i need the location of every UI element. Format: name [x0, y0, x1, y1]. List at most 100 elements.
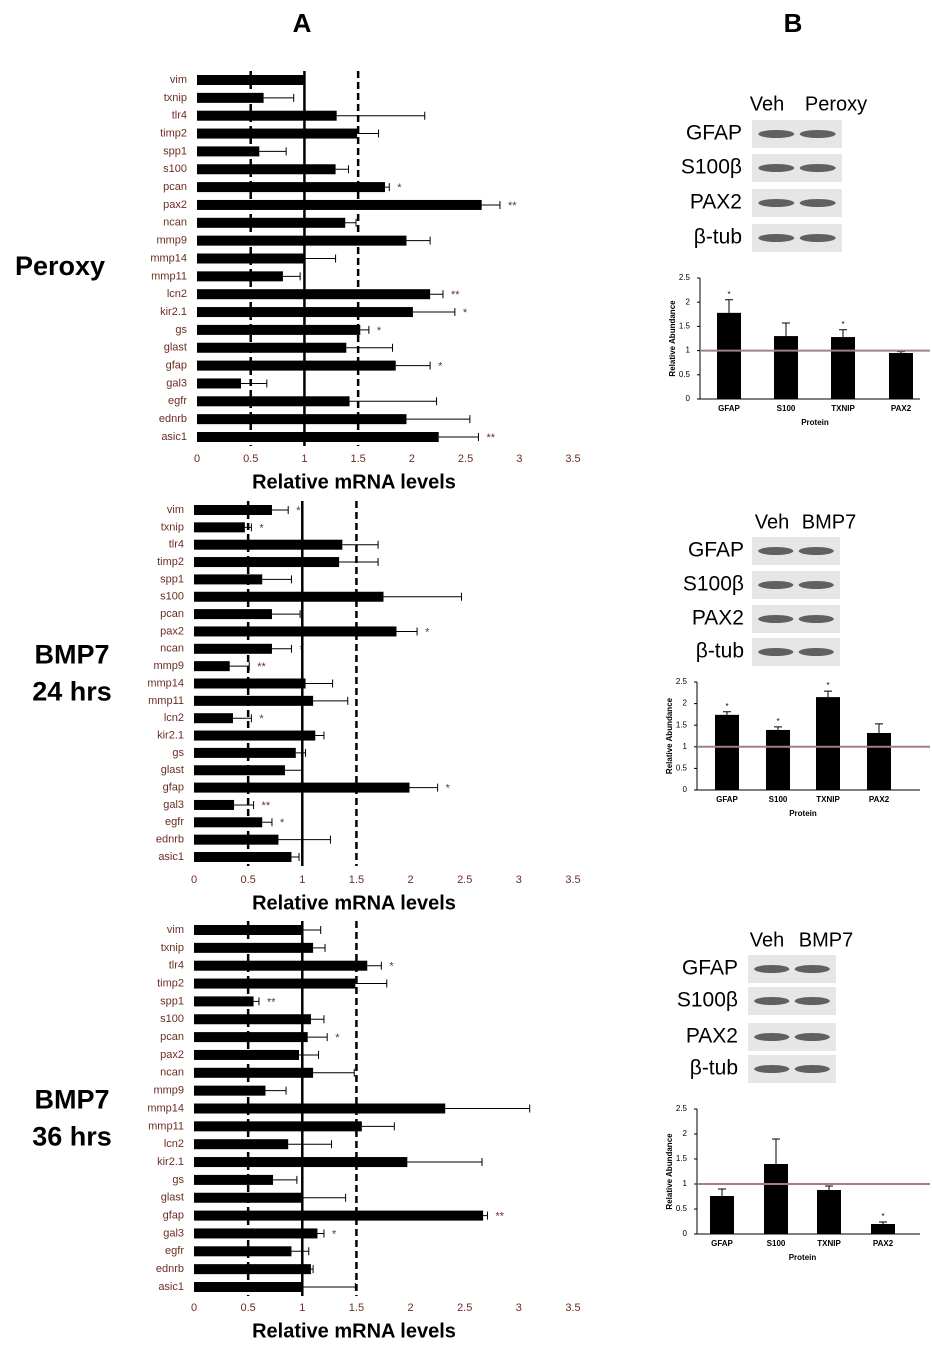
x-tick-label: 0.5: [240, 1302, 255, 1314]
y-tick-label: 1: [686, 346, 691, 355]
x-tick-label: 1: [299, 1302, 305, 1314]
bar: [194, 1157, 407, 1167]
bar: [194, 557, 339, 567]
significance: *: [826, 681, 829, 690]
x-tick-label: 3.5: [565, 874, 580, 886]
category-label: egfr: [165, 1245, 184, 1257]
bar: [197, 271, 283, 281]
category-label: gal3: [166, 377, 187, 389]
y-tick-label: 1.5: [676, 720, 688, 729]
category-label: asic1: [158, 851, 184, 863]
category-label: mmp9: [156, 235, 187, 247]
row-label: Peroxy: [15, 251, 105, 281]
blot-band: [754, 1033, 789, 1041]
category-label: asic1: [161, 431, 187, 443]
error-bar: [272, 506, 288, 514]
error-bar: [313, 944, 325, 952]
bar: [889, 353, 913, 399]
bar: [194, 1068, 313, 1078]
x-tick-label: 3: [516, 453, 522, 465]
blot-band: [795, 965, 830, 973]
category-label: ncan: [160, 643, 184, 655]
blot-band: [758, 164, 794, 172]
x-tick-label: S100: [777, 404, 796, 413]
error-bar: [273, 1176, 297, 1184]
category-label: spp1: [160, 573, 184, 585]
blot-band: [799, 648, 834, 656]
category-label: gfap: [163, 1210, 184, 1222]
blot-band: [800, 130, 836, 138]
error-bar: [272, 645, 291, 653]
bar: [831, 337, 855, 399]
x-axis-label: Protein: [789, 809, 817, 818]
bar: [194, 961, 367, 971]
significance: *: [259, 522, 264, 534]
blot-band: [800, 199, 836, 207]
category-label: mmp9: [153, 660, 184, 672]
lane-label: Veh: [750, 929, 784, 951]
bar: [194, 852, 291, 862]
bar: [197, 414, 406, 424]
error-bar: [406, 415, 469, 423]
bar: [194, 800, 234, 810]
error-bar: [774, 727, 782, 730]
error-bar: [302, 926, 320, 934]
bar: [871, 1224, 895, 1234]
y-tick-label: 0.5: [676, 1204, 688, 1213]
category-label: ednrb: [156, 1263, 184, 1275]
x-tick-label: 3.5: [565, 1302, 580, 1314]
row-label: 36 hrs: [32, 1122, 112, 1152]
blot-row-label: PAX2: [690, 191, 742, 214]
bar: [715, 715, 739, 790]
significance: *: [397, 182, 402, 194]
category-label: gs: [172, 1174, 184, 1186]
bar: [197, 218, 345, 228]
blot-band: [754, 965, 789, 973]
blot-band: [758, 581, 793, 589]
bar: [194, 748, 296, 758]
error-bar: [288, 1140, 331, 1148]
error-bar: [301, 1194, 345, 1202]
category-label: vim: [167, 924, 184, 936]
category-label: mmp11: [151, 270, 187, 282]
bar: [194, 835, 278, 845]
bar: [194, 574, 262, 584]
error-bar: [385, 183, 389, 191]
x-tick-label: 3.5: [565, 453, 580, 465]
x-tick-label: 2: [409, 453, 415, 465]
category-label: mmp14: [147, 1102, 184, 1114]
y-tick-label: 1: [683, 742, 688, 751]
error-bar: [262, 818, 272, 826]
bar: [194, 1139, 288, 1149]
category-label: mmp11: [148, 695, 184, 707]
bar: [194, 1264, 311, 1274]
category-label: mmp14: [150, 252, 187, 264]
bar: [194, 731, 315, 741]
category-label: tlr4: [172, 110, 187, 122]
bar: [194, 765, 285, 775]
error-bar: [897, 352, 905, 353]
category-label: timp2: [157, 977, 184, 989]
significance: *: [280, 817, 285, 829]
y-tick-label: 2: [683, 699, 688, 708]
category-label: lcn2: [164, 712, 184, 724]
x-tick-label: TXNIP: [831, 404, 855, 413]
error-bar: [302, 1283, 355, 1291]
y-axis-label: Relative Abundance: [668, 300, 677, 377]
error-bar: [824, 691, 832, 697]
x-tick-label: TXNIP: [816, 795, 840, 804]
bar: [194, 626, 396, 636]
category-label: gs: [172, 747, 184, 759]
blot-band: [758, 199, 794, 207]
error-bar: [396, 362, 430, 370]
significance: *: [776, 717, 779, 726]
significance: **: [267, 996, 276, 1008]
error-bar: [357, 130, 378, 138]
lane-label: Veh: [750, 93, 784, 115]
bar: [197, 111, 337, 121]
bar: [197, 164, 336, 174]
error-bar: [283, 272, 300, 280]
bar: [197, 343, 346, 353]
category-label: spp1: [160, 995, 184, 1007]
y-tick-label: 0.5: [676, 764, 688, 773]
